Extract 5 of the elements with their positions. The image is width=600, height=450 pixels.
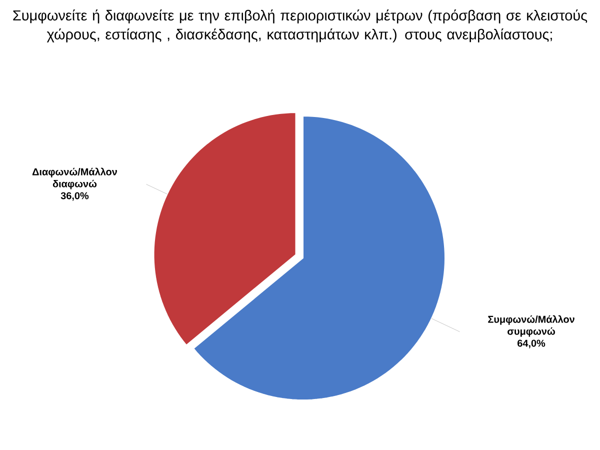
slice-label: Διαφωνώ/Μάλλον διαφωνώ	[32, 168, 117, 190]
data-label: 64,0%	[518, 340, 546, 348]
chart-title: Συμφωνείτε ή διαφωνείτε με την επιβολή περιοριστικών μέτρων (πρόσβαση σε κλειστούς χώρους, εστίασης , διασκέδασης, καταστημάτων κλπ.) στους ανεμβολίαστους;	[13, 10, 588, 42]
data-label: 36,0%	[60, 192, 89, 201]
slice-label: Συμφωνώ/Μάλλον συμφωνώ	[488, 315, 574, 337]
